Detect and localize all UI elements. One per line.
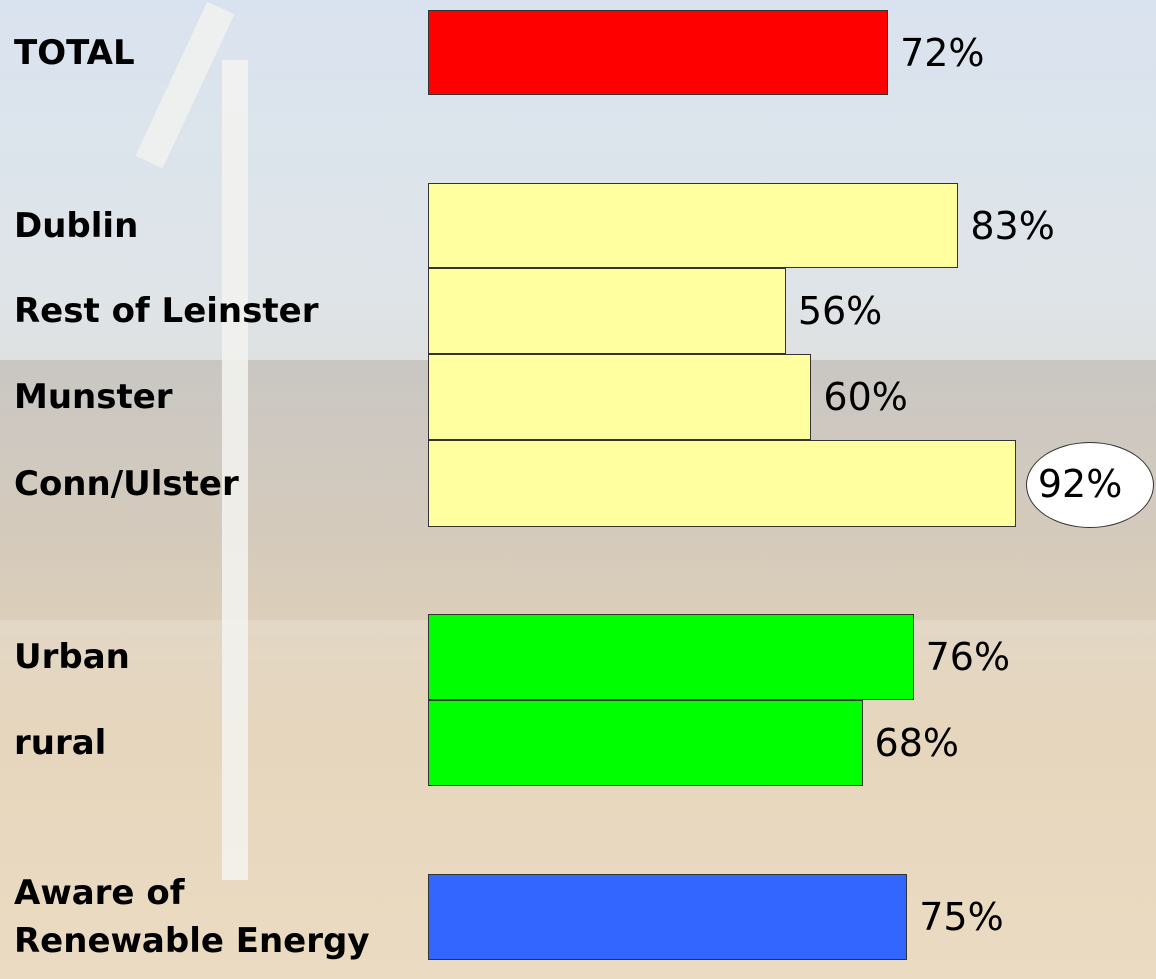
page: TOTAL 72% Dublin 83% Rest of Leinster 56% Muns…: [0, 0, 1156, 979]
category-label: Munster: [14, 373, 173, 421]
category-label: Urban: [14, 633, 130, 681]
bar: [428, 10, 888, 95]
bar: [428, 440, 1016, 527]
value-label: 60%: [823, 375, 907, 419]
value-label: 76%: [926, 635, 1010, 679]
bar: [428, 874, 907, 960]
category-label: TOTAL: [14, 29, 135, 77]
value-label: 92%: [1038, 462, 1122, 506]
value-label: 56%: [798, 289, 882, 333]
bar: [428, 614, 914, 700]
value-label: 68%: [875, 721, 959, 765]
category-label: rural: [14, 719, 106, 767]
category-label: Dublin: [14, 202, 138, 250]
value-label: 72%: [900, 31, 984, 75]
category-label: Aware of Renewable Energy: [14, 869, 370, 965]
value-label: 83%: [970, 204, 1054, 248]
bar: [428, 700, 863, 786]
bar: [428, 354, 811, 440]
background-blade: [135, 2, 234, 169]
category-label: Conn/Ulster: [14, 460, 239, 508]
bar: [428, 183, 958, 268]
category-label: Rest of Leinster: [14, 287, 318, 335]
value-label: 75%: [919, 895, 1003, 939]
bar: [428, 268, 786, 354]
